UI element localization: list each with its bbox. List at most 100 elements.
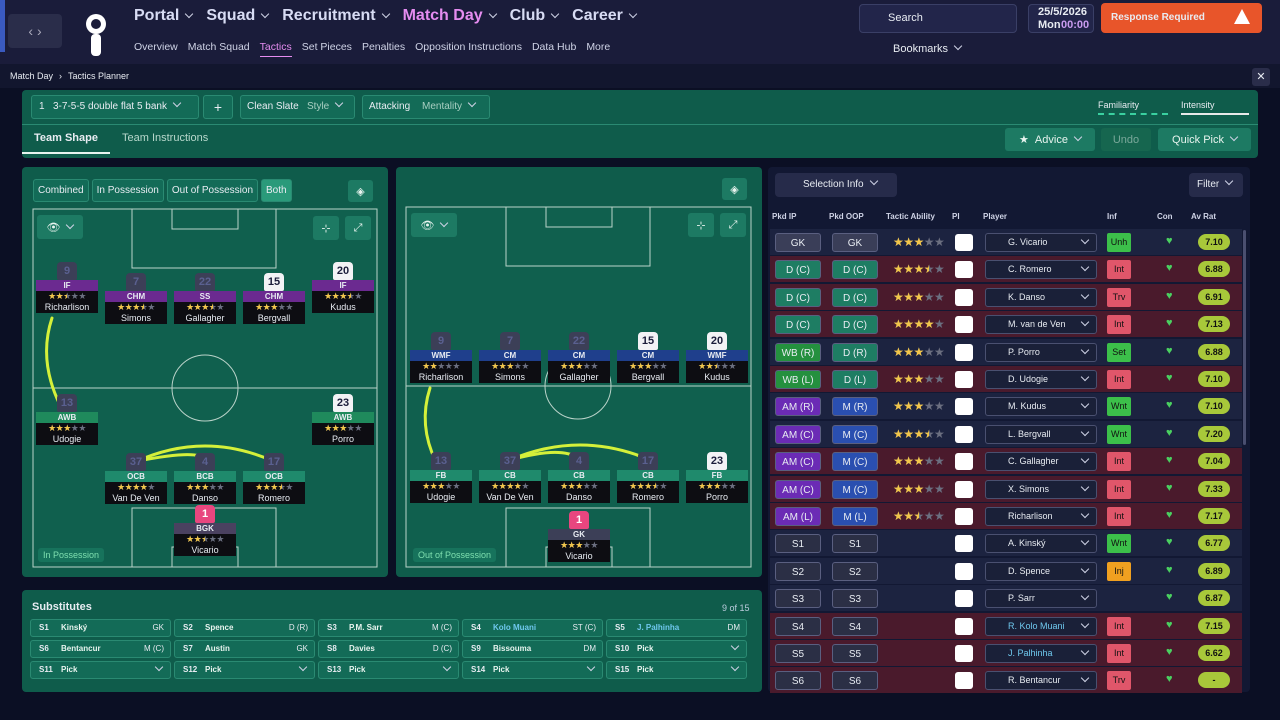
- subnav-item[interactable]: Set Pieces: [301, 41, 352, 53]
- quick-pick-button[interactable]: Quick Pick: [1158, 128, 1251, 151]
- substitute-slot[interactable]: S12 Pick: [174, 661, 315, 679]
- substitute-slot[interactable]: S10 Pick: [606, 640, 747, 658]
- pi-button[interactable]: [955, 425, 973, 443]
- pi-button[interactable]: [955, 343, 973, 361]
- subnav-item[interactable]: Penalties: [361, 41, 406, 53]
- pi-button[interactable]: [955, 562, 973, 580]
- pi-button[interactable]: [955, 288, 973, 306]
- column-header[interactable]: Tactic Ability: [886, 212, 935, 221]
- familiarity[interactable]: Familiarity: [1098, 100, 1168, 115]
- substitute-slot[interactable]: S13 Pick: [318, 661, 459, 679]
- selection-row[interactable]: S6 S6 R. Bentancur Trv ♥ -: [770, 667, 1242, 694]
- advice-label[interactable]: Advice: [1035, 134, 1081, 146]
- selection-row[interactable]: S2 S2 D. Spence Inj ♥ 6.89: [770, 557, 1242, 584]
- add-tactic[interactable]: +: [203, 95, 233, 119]
- alert-label[interactable]: Response Required: [1111, 12, 1205, 23]
- advice-button[interactable]: ★ Advice: [1005, 128, 1095, 151]
- column-header[interactable]: PI: [952, 212, 960, 221]
- player-select[interactable]: C. Romero: [985, 260, 1097, 280]
- substitute-slot[interactable]: S2 Spence D (R): [174, 619, 315, 637]
- pi-button[interactable]: [955, 508, 973, 525]
- pi-button[interactable]: [955, 398, 973, 416]
- expand-button[interactable]: ⤢: [345, 216, 371, 240]
- player-select[interactable]: L. Bergvall: [985, 424, 1097, 444]
- pi-button[interactable]: [955, 590, 973, 608]
- selection-row[interactable]: AM (L) M (L) ★★★★★★★★★★ Richarlison Int ♥ 7.17: [770, 503, 1242, 529]
- view-mode[interactable]: Combined: [33, 179, 89, 202]
- player-select[interactable]: Richarlison: [985, 507, 1097, 526]
- subnav-item[interactable]: Match Squad: [187, 41, 250, 53]
- substitute-slot[interactable]: S6 Bentancur M (C): [30, 640, 171, 658]
- history-buttons[interactable]: ‹ ›: [8, 14, 62, 48]
- selection-row[interactable]: AM (C) M (C) ★★★★★★★★★★ X. Simons Int ♥ 7.33: [770, 475, 1242, 502]
- selection-row[interactable]: D (C) D (C) ★★★★★★★★★★ K. Danso Trv ♥ 6.91: [770, 283, 1242, 310]
- selection-row[interactable]: WB (L) D (L) ★★★★★★★★★★ D. Udogie Int ♥ 7.10: [770, 366, 1242, 392]
- pi-button[interactable]: [955, 371, 973, 388]
- visibility-toggle[interactable]: 👁: [411, 213, 457, 237]
- subnav-item[interactable]: More: [586, 41, 611, 53]
- player-card[interactable]: 1GK★★★★★★★★★★Vicario: [548, 511, 610, 562]
- pi-button[interactable]: [955, 261, 973, 279]
- subnav-item[interactable]: Opposition Instructions: [415, 41, 522, 53]
- tab[interactable]: Team Instructions: [122, 132, 209, 144]
- substitute-slot[interactable]: S7 Austin GK: [174, 640, 315, 658]
- substitute-slot[interactable]: S15 Pick: [606, 661, 747, 679]
- substitute-slot[interactable]: S3 P.M. Sarr M (C): [318, 619, 459, 637]
- pi-button[interactable]: [955, 645, 973, 662]
- column-header[interactable]: Pkd OOP: [829, 212, 864, 221]
- breadcrumb-item[interactable]: Match Day: [10, 71, 54, 81]
- grid-button[interactable]: ⊹: [313, 216, 339, 240]
- selection-info[interactable]: Selection Info: [775, 173, 897, 197]
- selection-row[interactable]: S1 S1 A. Kinský Wnt ♥ 6.77: [770, 530, 1242, 557]
- nav-item[interactable]: Portal: [134, 7, 192, 25]
- selection-row[interactable]: S5 S5 J. Palhinha Int ♥ 6.62: [770, 640, 1242, 666]
- nav-item[interactable]: Match Day: [403, 7, 496, 25]
- player-select[interactable]: P. Sarr: [985, 589, 1097, 609]
- intensity[interactable]: Intensity: [1181, 100, 1249, 115]
- selection-row[interactable]: AM (C) M (C) ★★★★★★★★★★ L. Bergvall Wnt ♥ 7.20: [770, 420, 1242, 447]
- substitute-slot[interactable]: S9 Bissouma DM: [462, 640, 603, 658]
- filter-button[interactable]: Filter: [1189, 173, 1243, 197]
- view-mode[interactable]: Out of Possession: [166, 179, 259, 202]
- player-card[interactable]: 7CM★★★★★★★★★★Simons: [479, 332, 541, 383]
- pi-button[interactable]: [955, 453, 973, 471]
- subnav-item[interactable]: Tactics: [259, 41, 292, 57]
- player-select[interactable]: P. Porro: [985, 342, 1097, 362]
- column-header[interactable]: Av Rat: [1191, 212, 1217, 221]
- bookmarks[interactable]: Bookmarks: [893, 43, 961, 55]
- pi-button[interactable]: [955, 535, 973, 553]
- player-card[interactable]: 9IF★★★★★★★★★★Richarlison: [36, 262, 98, 313]
- substitute-slot[interactable]: S8 Davies D (C): [318, 640, 459, 658]
- nav-item[interactable]: Squad: [206, 7, 268, 25]
- player-select[interactable]: M. van de Ven: [985, 315, 1097, 335]
- tactic-name[interactable]: 3-7-5-5 double flat 5 bank: [53, 101, 180, 112]
- column-header[interactable]: Inf: [1107, 212, 1117, 221]
- substitute-slot[interactable]: S1 Kinský GK: [30, 619, 171, 637]
- search-box[interactable]: [859, 4, 1017, 33]
- nav-item[interactable]: Career: [572, 7, 636, 25]
- pi-button[interactable]: [955, 672, 973, 690]
- pi-button[interactable]: [955, 316, 973, 334]
- column-header[interactable]: Pkd IP: [772, 212, 797, 221]
- player-select[interactable]: D. Udogie: [985, 370, 1097, 389]
- undo-button[interactable]: Undo: [1101, 128, 1151, 151]
- player-select[interactable]: R. Bentancur: [985, 671, 1097, 691]
- breadcrumb-item[interactable]: Tactics Planner: [68, 71, 130, 81]
- view-mode[interactable]: In Possession: [91, 179, 164, 202]
- player-select[interactable]: A. Kinský: [985, 534, 1097, 554]
- player-select[interactable]: D. Spence: [985, 561, 1097, 581]
- selection-row[interactable]: GK GK ★★★★★★★★★★ G. Vicario Unh ♥ 7.10: [770, 229, 1242, 255]
